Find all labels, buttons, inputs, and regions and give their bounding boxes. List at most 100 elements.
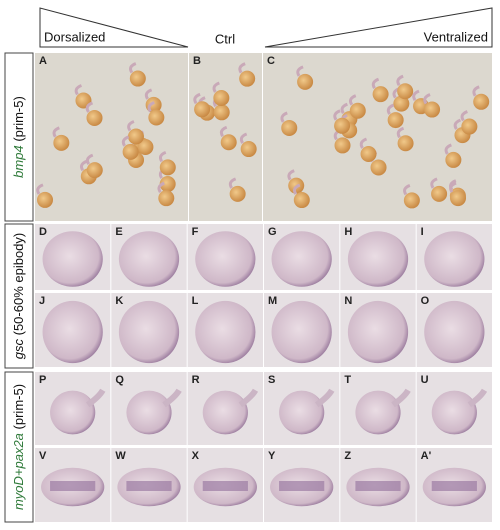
- gene-name: gsc: [11, 339, 26, 360]
- embryo-tail: [430, 177, 438, 189]
- embryo: [195, 300, 256, 364]
- row-label-box: [4, 371, 34, 523]
- somites: [279, 481, 325, 491]
- ventralized-wedge: [264, 7, 493, 48]
- embryo: [202, 390, 248, 435]
- embryo-tail: [85, 153, 94, 165]
- embryo-tail: [238, 388, 259, 408]
- embryo: [297, 73, 314, 90]
- panel-letter: E: [115, 226, 122, 238]
- embryo: [126, 390, 172, 435]
- panel-letter: C: [267, 55, 275, 67]
- embryo-tail: [423, 93, 431, 105]
- row-label-box: [4, 52, 34, 222]
- embryo: [50, 390, 96, 435]
- embryo-tail: [193, 92, 201, 105]
- embryo: [347, 300, 409, 364]
- embryo-tail: [296, 65, 304, 77]
- embryo-tail: [36, 183, 44, 195]
- embryo: [387, 112, 404, 129]
- embryo: [127, 128, 144, 145]
- embryo-tail: [348, 94, 357, 106]
- embryo-tail: [121, 135, 130, 147]
- embryo: [397, 83, 414, 100]
- embryo: [347, 231, 409, 287]
- embryo-tail: [129, 62, 137, 74]
- embryo-tail: [467, 388, 488, 408]
- embryo-tail: [79, 159, 88, 172]
- embryo: [424, 101, 441, 118]
- embryo: [279, 390, 325, 435]
- panel-letter: Y: [268, 450, 276, 462]
- dorsalized-wedge: [39, 7, 189, 48]
- embryo-tail: [314, 388, 335, 408]
- embryo: [281, 119, 298, 136]
- embryo: [159, 159, 176, 176]
- panel-letter: N: [344, 295, 352, 307]
- panel-letter: F: [192, 226, 199, 238]
- embryo-tail: [391, 388, 411, 408]
- embryo-tail: [162, 388, 182, 408]
- panel-letter: K: [115, 295, 123, 307]
- row-label: myoD+pax2a (prim-5): [11, 384, 26, 510]
- embryo-tail: [144, 88, 153, 100]
- embryo: [213, 90, 230, 107]
- panel-letter: B: [193, 55, 201, 67]
- embryo-tail: [359, 137, 368, 149]
- panel-letter: W: [115, 450, 126, 462]
- panel-letter: X: [192, 450, 200, 462]
- embryo-tail: [219, 125, 228, 138]
- panel-letter: G: [268, 226, 277, 238]
- panel-letter: Z: [344, 450, 351, 462]
- panel-letter: H: [344, 226, 352, 238]
- embryo-tail: [158, 150, 167, 163]
- embryo: [86, 109, 103, 126]
- embryo-tail: [449, 181, 457, 193]
- embryo: [334, 117, 351, 134]
- somites: [126, 481, 172, 491]
- embryo-tail: [287, 169, 295, 181]
- embryo: [129, 70, 146, 87]
- embryo-tail: [85, 101, 94, 113]
- embryo-tail: [412, 89, 420, 101]
- embryo: [461, 118, 478, 135]
- stage: (prim-5): [11, 384, 26, 430]
- embryo-tail: [280, 111, 288, 123]
- embryo: [450, 190, 467, 207]
- embryo-tail: [238, 62, 246, 74]
- embryo: [213, 104, 230, 121]
- embryo: [122, 143, 139, 160]
- somites: [355, 481, 401, 491]
- panel-letter: R: [192, 374, 200, 386]
- panel-letter: I: [421, 226, 424, 238]
- row-label: bmp4 (prim-5): [11, 96, 26, 178]
- embryo: [271, 300, 332, 364]
- embryo: [240, 141, 257, 158]
- embryo: [397, 135, 414, 152]
- embryo: [473, 93, 490, 110]
- embryo-tail: [386, 103, 395, 115]
- somites: [50, 481, 96, 491]
- panel-letter: U: [421, 374, 429, 386]
- header-left: Dorsalized: [44, 29, 105, 44]
- embryo: [334, 137, 351, 154]
- stage: (50-60% epibody): [11, 233, 26, 336]
- somites: [202, 481, 248, 491]
- embryo: [42, 231, 103, 287]
- panel-letter: J: [39, 295, 45, 307]
- embryo-tail: [444, 143, 452, 155]
- panel-letter: A: [39, 55, 47, 67]
- somites: [431, 481, 477, 491]
- embryo-tail: [228, 177, 237, 189]
- embryo: [293, 192, 310, 209]
- embryo: [118, 300, 180, 364]
- gene-name: bmp4: [11, 145, 26, 178]
- embryo: [195, 231, 256, 287]
- embryo: [229, 185, 246, 202]
- panel-letter: A': [421, 450, 432, 462]
- header-center: Ctrl: [215, 31, 235, 46]
- row-label-box: [4, 223, 34, 369]
- embryo-tail: [472, 85, 480, 97]
- embryo-tail: [239, 132, 248, 144]
